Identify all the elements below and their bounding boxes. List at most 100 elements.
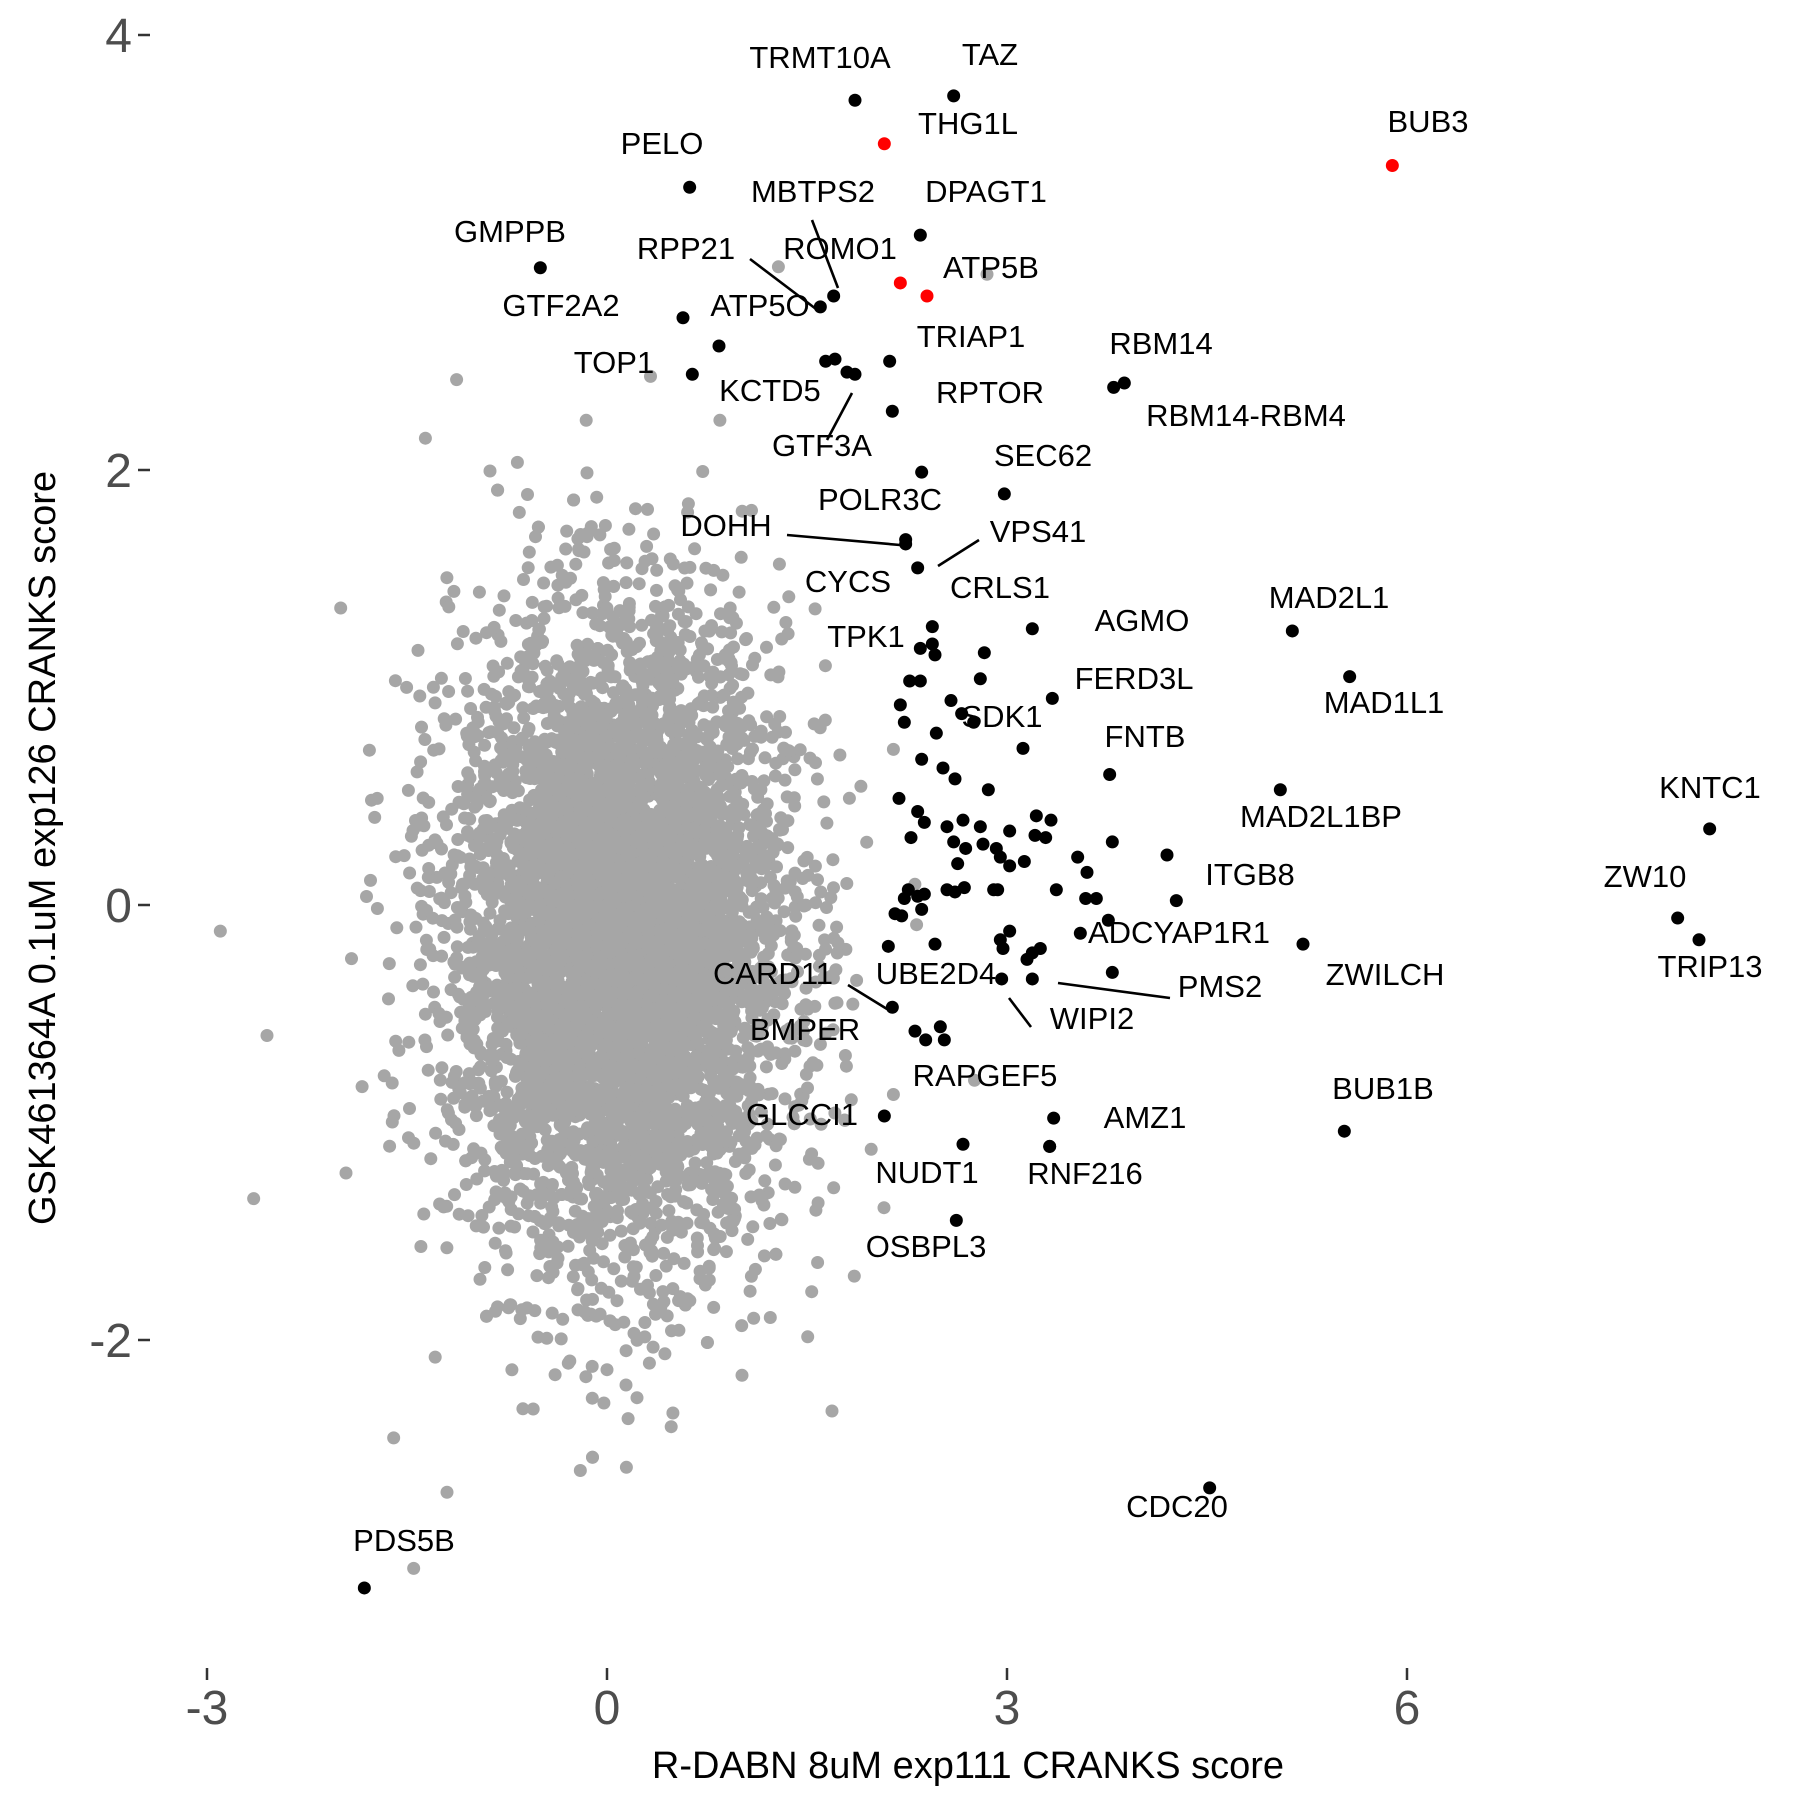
- background-point: [683, 881, 697, 895]
- background-point: [489, 855, 503, 869]
- background-point: [409, 920, 423, 934]
- background-point: [489, 957, 503, 971]
- background-point: [540, 599, 554, 613]
- background-point: [687, 975, 701, 988]
- background-point: [489, 766, 503, 780]
- background-point: [771, 725, 785, 739]
- background-point: [649, 1195, 663, 1208]
- background-point: [449, 1116, 463, 1130]
- background-point: [799, 981, 813, 995]
- background-point: [811, 1196, 825, 1210]
- background-point: [478, 738, 492, 752]
- background-point: [782, 590, 796, 604]
- background-point: [635, 562, 649, 576]
- background-point: [765, 1087, 779, 1101]
- background-point: [745, 503, 758, 517]
- background-point: [545, 1306, 559, 1320]
- background-point: [564, 1105, 578, 1119]
- background-point: [478, 1261, 492, 1274]
- background-point: [468, 839, 481, 853]
- background-point: [592, 1106, 606, 1120]
- background-point: [705, 1059, 719, 1072]
- background-point: [799, 1034, 813, 1048]
- background-point: [680, 576, 694, 590]
- background-point: [402, 1131, 415, 1145]
- background-point: [516, 701, 530, 715]
- background-point: [478, 759, 491, 773]
- background-point: [553, 1147, 567, 1161]
- background-point: [731, 752, 745, 766]
- background-point: [596, 576, 610, 590]
- background-point: [618, 1250, 632, 1264]
- background-point: [580, 466, 594, 480]
- background-point: [595, 1237, 609, 1251]
- background-point: [414, 1240, 428, 1253]
- background-point: [789, 909, 803, 923]
- background-point: [746, 1220, 760, 1234]
- background-point: [550, 654, 564, 668]
- background-point: [444, 886, 458, 900]
- background-point: [477, 777, 491, 791]
- background-point: [417, 1207, 431, 1221]
- background-point: [790, 890, 804, 904]
- background-point: [455, 881, 469, 895]
- background-point: [422, 871, 436, 885]
- background-point: [521, 488, 534, 501]
- background-point: [763, 1217, 777, 1230]
- background-point: [655, 1218, 668, 1232]
- background-point: [745, 981, 759, 995]
- background-point: [601, 643, 615, 657]
- background-point: [383, 1139, 397, 1153]
- background-point: [820, 901, 833, 914]
- background-point: [819, 942, 833, 956]
- background-point: [603, 1228, 617, 1242]
- background-point: [587, 1251, 601, 1265]
- background-point: [687, 1164, 701, 1178]
- background-point: [461, 829, 475, 842]
- background-point: [413, 689, 427, 703]
- background-point: [636, 735, 650, 749]
- background-point: [368, 810, 382, 824]
- background-point: [500, 1085, 514, 1099]
- background-point: [571, 1146, 585, 1160]
- background-point: [736, 1147, 750, 1161]
- background-point: [679, 615, 693, 629]
- background-point: [677, 1195, 690, 1209]
- background-point: [886, 1088, 900, 1101]
- background-point: [579, 413, 593, 427]
- background-point: [656, 660, 670, 674]
- background-point: [449, 1065, 463, 1078]
- background-point: [623, 1236, 637, 1250]
- background-point: [499, 1130, 513, 1144]
- background-point: [743, 1059, 757, 1073]
- background-point: [429, 1126, 443, 1140]
- background-point: [824, 891, 838, 905]
- background-point: [594, 1281, 608, 1295]
- background-point: [458, 1098, 472, 1111]
- background-point: [735, 1319, 749, 1333]
- background-point: [693, 870, 707, 884]
- background-point: [811, 1256, 825, 1269]
- background-point: [492, 1221, 506, 1235]
- background-point: [717, 688, 731, 702]
- background-point: [516, 1402, 530, 1416]
- background-point: [360, 890, 373, 903]
- background-point: [727, 640, 740, 654]
- background-point: [601, 659, 615, 673]
- background-point: [602, 556, 616, 570]
- background-point: [808, 859, 822, 873]
- background-point: [444, 983, 458, 997]
- background-point: [736, 856, 750, 870]
- background-point: [771, 260, 785, 274]
- background-point: [635, 618, 649, 632]
- background-point: [664, 1420, 678, 1434]
- background-point: [833, 748, 847, 762]
- background-point: [642, 1356, 656, 1370]
- background-point: [595, 607, 609, 621]
- background-point: [450, 373, 464, 387]
- background-point: [641, 1278, 654, 1292]
- background-point: [629, 1260, 643, 1274]
- background-point: [684, 726, 698, 739]
- background-point: [493, 779, 507, 793]
- background-point: [556, 1312, 570, 1326]
